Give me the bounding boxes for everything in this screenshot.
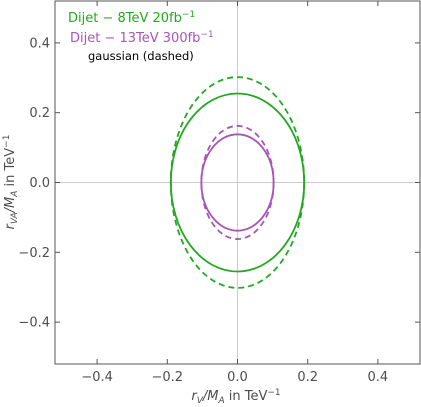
y-tick-label: −0.4	[18, 316, 50, 331]
x-axis-label-sub1: V	[197, 396, 204, 406]
y-axis-label-sub1: VA	[10, 212, 20, 224]
x-tick-label: 0.0	[227, 370, 248, 385]
legend-entry-13tev: Dijet − 13TeV 300fb−1	[70, 30, 214, 46]
series-group	[169, 76, 306, 289]
y-tick-label: −0.2	[18, 246, 50, 261]
x-axis-label-sup: −1	[267, 388, 280, 398]
y-axis-label-sub2: A	[10, 191, 20, 198]
legend-entry-13tev-text: Dijet − 13TeV 300fb	[70, 31, 200, 46]
y-axis-label: rVA/MA in TeV−1	[2, 135, 20, 230]
y-axis-label-base: r	[3, 222, 18, 229]
annotation-gaussian: gaussian (dashed)	[88, 49, 194, 63]
x-axis-label: rV/MA in TeV−1	[191, 388, 280, 406]
y-tick-label: 0.4	[29, 36, 50, 51]
y-axis-label-tail: in TeV	[3, 148, 18, 191]
x-tick-label: −0.4	[81, 370, 113, 385]
grid-lines	[55, 1, 420, 364]
x-axis-label-mid: /M	[202, 389, 219, 404]
legend-entry-13tev-sup: −1	[200, 30, 213, 40]
x-axis-label-tail: in TeV	[225, 389, 268, 404]
legend-entry-8tev: Dijet − 8TeV 20fb−1	[68, 10, 195, 26]
ticks: −0.4 −0.2 0.0 0.2 0.4 −0.4 −0.2 0.0 0.2 0.4	[18, 1, 420, 385]
x-tick-label: 0.4	[368, 370, 389, 385]
x-axis-label-base: r	[191, 389, 198, 404]
series-ellipse-4-dashed	[200, 125, 275, 240]
x-tick-label: 0.2	[297, 370, 318, 385]
y-tick-label: 0.2	[29, 106, 50, 121]
legend-entry-8tev-text: Dijet − 8TeV 20fb	[68, 11, 182, 26]
y-tick-label: 0.0	[29, 176, 50, 191]
y-axis-label-mid: /M	[3, 197, 18, 214]
series-ellipse-2-dashed	[169, 76, 306, 289]
y-axis-label-sup: −1	[2, 135, 12, 148]
x-axis-label-sub2: A	[217, 396, 224, 406]
x-tick-label: −0.2	[152, 370, 184, 385]
legend-entry-8tev-sup: −1	[182, 10, 195, 20]
